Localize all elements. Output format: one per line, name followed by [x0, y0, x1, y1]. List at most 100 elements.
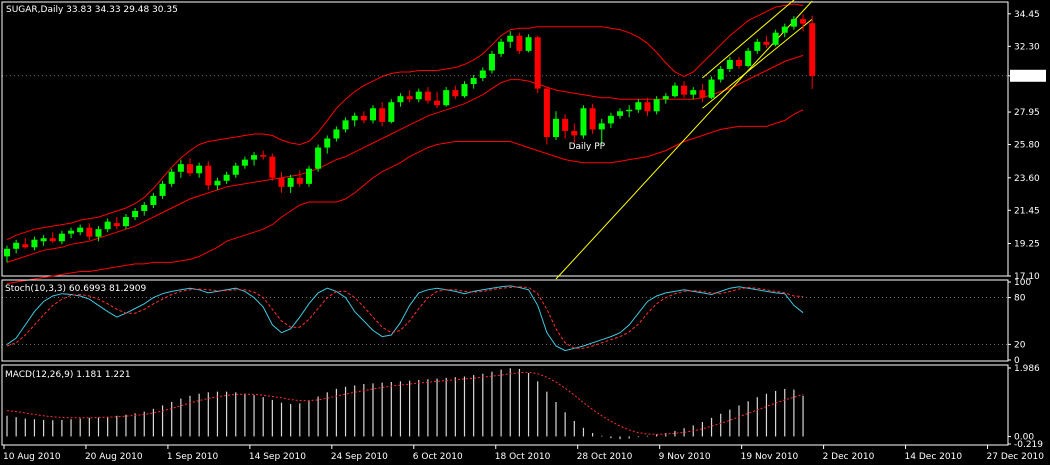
candle-bull — [122, 217, 129, 227]
price-tick-label: 32.30 — [1014, 42, 1040, 52]
candle-bear — [699, 90, 706, 98]
time-tick-label: 18 Oct 2010 — [495, 452, 551, 462]
candle-bull — [13, 242, 20, 249]
candle-bull — [315, 147, 322, 169]
candle-bull — [708, 79, 715, 98]
candle-bull — [77, 227, 84, 233]
candle-bear — [434, 100, 441, 106]
time-axis: 10 Aug 2010 20 Aug 2010 1 Sep 2010 14 Sep 2… — [3, 445, 1044, 462]
candle-bear — [278, 177, 285, 187]
time-tick-label: 10 Aug 2010 — [3, 452, 61, 462]
candle-bull — [333, 129, 340, 139]
macd-signal-line — [6, 371, 804, 435]
price-tick-label: 25.80 — [1014, 141, 1040, 151]
stochastic-title: Stoch(10,3,3) 60.6993 81.2909 — [5, 284, 146, 294]
candle-bull — [498, 41, 505, 54]
candle-bull — [598, 123, 605, 130]
macd-tick-label: -0.219 — [1014, 440, 1043, 450]
candle-bull — [488, 53, 495, 71]
candle-bull — [479, 70, 486, 79]
macd-title: MACD(12,26,9) 1.181 1.221 — [5, 370, 131, 380]
candle-bear — [681, 85, 688, 95]
channel-line — [702, 18, 813, 109]
candle-bear — [424, 91, 431, 101]
candle-bull — [415, 91, 422, 100]
stochastic-signal-line — [6, 286, 804, 349]
candle-bull — [150, 195, 157, 205]
candle-bull — [351, 115, 358, 121]
candle-bull — [772, 32, 779, 45]
macd-histogram — [6, 368, 804, 440]
candlestick-series[interactable] — [4, 14, 816, 263]
candle-bull — [461, 84, 468, 97]
candle-bull — [443, 90, 450, 106]
time-tick-label: 6 Oct 2010 — [413, 452, 463, 462]
price-tick-label: 27.95 — [1014, 108, 1040, 118]
candle-bull — [342, 120, 349, 130]
candle-bull — [653, 99, 660, 112]
candle-bull — [470, 78, 477, 85]
candle-bull — [95, 229, 102, 237]
candle-bear — [644, 102, 651, 112]
price-pane-frame[interactable] — [1, 1, 1009, 277]
candle-bull — [141, 204, 148, 212]
time-tick-label: 24 Sep 2010 — [331, 452, 388, 462]
time-tick-label: 27 Dec 2010 — [987, 452, 1045, 462]
candle-bull — [635, 102, 642, 110]
bollinger-middle — [6, 54, 804, 263]
candle-bear — [809, 23, 816, 76]
price-tick-label: 23.60 — [1014, 174, 1040, 184]
macd-pane-frame[interactable] — [1, 364, 1009, 446]
candle-bull — [507, 35, 514, 42]
time-tick-label: 19 Nov 2010 — [741, 452, 799, 462]
candle-bull — [580, 108, 587, 136]
trend-lines[interactable] — [555, 0, 813, 280]
candle-bear — [736, 59, 742, 66]
stochastic-axis: 100 80 20 0 — [1008, 278, 1031, 366]
candle-bear — [260, 155, 267, 157]
time-tick-label: 9 Nov 2010 — [659, 452, 711, 462]
candle-bull — [31, 239, 38, 248]
price-tick-label: 17.10 — [1014, 272, 1040, 282]
bollinger-lower — [6, 109, 804, 285]
channel-line — [702, 0, 795, 79]
candle-bull — [232, 165, 239, 175]
candle-bull — [214, 180, 221, 186]
candle-bull — [397, 96, 404, 103]
candle-bear — [205, 165, 212, 186]
bollinger-upper — [6, 3, 804, 241]
candle-bear — [543, 88, 550, 137]
candle-bull — [726, 59, 733, 69]
symbol-header: SUGAR,Daily 33.83 34.33 29.48 30.35 — [6, 5, 178, 15]
candle-bull — [168, 171, 175, 184]
candle-bear — [187, 164, 193, 174]
price-tick-label: 21.45 — [1014, 206, 1040, 216]
candle-bull — [40, 238, 47, 242]
candle-bull — [781, 26, 788, 33]
candle-bear — [452, 90, 459, 97]
candle-bear — [296, 177, 303, 184]
candle-bull — [251, 155, 258, 160]
candle-bull — [68, 230, 75, 234]
candle-bull — [287, 177, 294, 187]
daily-pp-label: Daily PP — [569, 142, 606, 152]
price-axis: 34.45 32.30 30.35 27.95 25.80 23.60 21.45 19.25… — [1008, 10, 1046, 282]
candle-bear — [516, 35, 523, 51]
candle-bull — [662, 96, 669, 100]
candle-bear — [379, 108, 386, 122]
candle-bull — [324, 138, 331, 148]
stochastic-tick-label: 20 — [1014, 340, 1026, 350]
macd-axis: 1.986 0.00-0.219 — [1008, 364, 1043, 450]
price-tick-label: 34.45 — [1014, 10, 1040, 20]
candle-bull — [196, 165, 203, 174]
time-tick-label: 20 Aug 2010 — [85, 452, 143, 462]
stochastic-pane-frame[interactable] — [1, 279, 1009, 362]
candle-bear — [49, 238, 56, 242]
candle-bear — [589, 108, 596, 130]
candle-bear — [86, 227, 93, 237]
candle-bear — [763, 41, 770, 45]
candle-bull — [177, 164, 184, 172]
candle-bull — [4, 248, 10, 257]
stochastic-series — [6, 285, 804, 352]
